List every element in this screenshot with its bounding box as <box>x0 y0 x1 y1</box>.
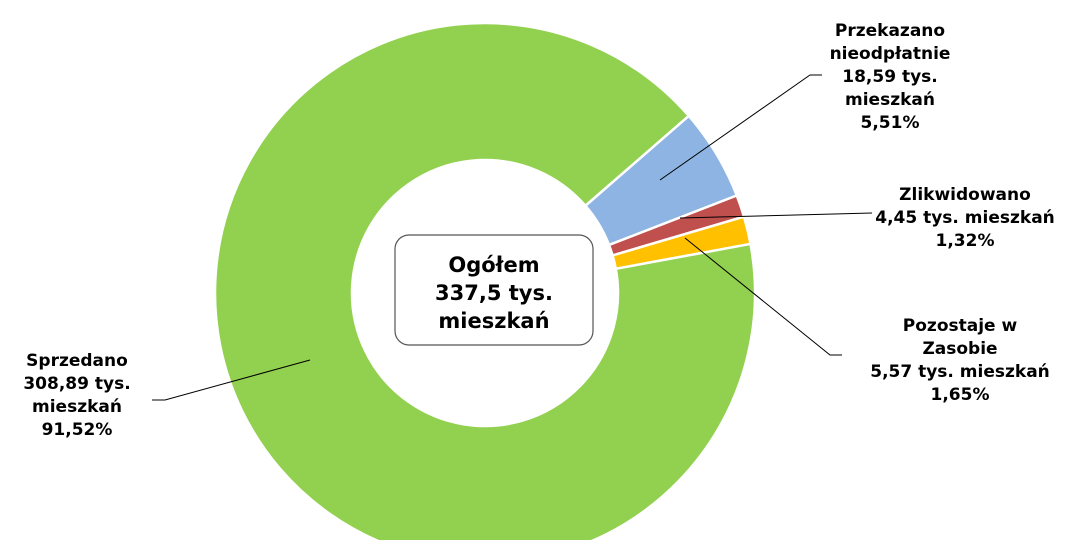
leader-line <box>679 212 873 219</box>
center-text: 337,5 tys. <box>435 281 553 305</box>
category-label: Sprzedano <box>26 351 128 371</box>
value-label: 1,65% <box>930 385 990 405</box>
count-label: 4,45 tys. mieszkań <box>875 208 1055 228</box>
donut-slice <box>213 21 757 540</box>
category-label: Przekazano nieodpłatnie <box>829 21 951 64</box>
slice-label: Przekazano nieodpłatnie 18,59 tys. miesz… <box>815 20 965 135</box>
value-label: 5,51% <box>860 113 920 133</box>
value-label: 1,32% <box>935 231 995 251</box>
leader-line <box>684 237 842 356</box>
count-label: 18,59 tys. mieszkań <box>842 67 938 110</box>
count-label: 5,57 tys. mieszkań <box>870 362 1050 382</box>
leader-line <box>152 359 311 401</box>
leader-line <box>659 74 822 181</box>
count-label: 308,89 tys. mieszkań <box>23 374 131 417</box>
slice-label: Zlikwidowano 4,45 tys. mieszkań 1,32% <box>850 184 1080 253</box>
value-label: 91,52% <box>41 420 113 440</box>
leader-lines <box>152 74 873 401</box>
category-label: Zlikwidowano <box>899 185 1031 205</box>
center-box <box>394 234 594 346</box>
slice-label: Sprzedano 308,89 tys. mieszkań 91,52% <box>2 350 152 442</box>
category-label: Pozostaje w Zasobie <box>902 316 1018 359</box>
center-text: mieszkań <box>438 309 549 333</box>
center-text: Ogółem <box>448 253 539 277</box>
slice-label: Pozostaje w Zasobie 5,57 tys. mieszkań 1… <box>845 315 1075 407</box>
